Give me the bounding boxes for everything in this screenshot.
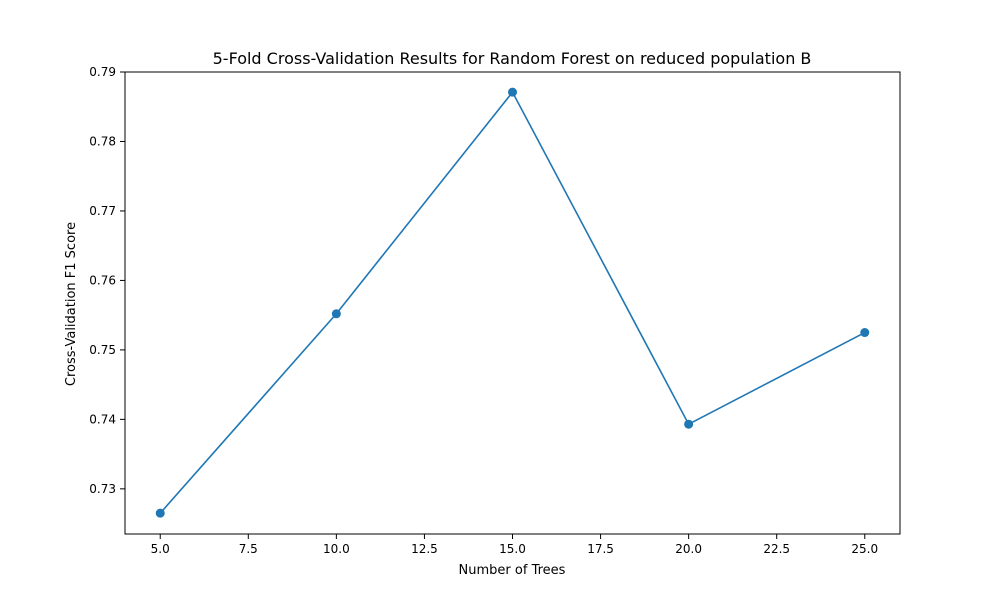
- y-tick-label: 0.75: [89, 343, 116, 357]
- data-point: [684, 419, 694, 429]
- data-point: [331, 309, 341, 319]
- x-tick-label: 7.5: [239, 542, 258, 556]
- x-tick-label: 15.0: [499, 542, 526, 556]
- y-tick-label: 0.73: [89, 482, 116, 496]
- x-tick-label: 25.0: [851, 542, 878, 556]
- chart-title: 5-Fold Cross-Validation Results for Rand…: [213, 49, 812, 68]
- y-tick-label: 0.77: [89, 204, 116, 218]
- x-axis-label: Number of Trees: [459, 563, 566, 578]
- x-tick-label: 22.5: [763, 542, 790, 556]
- data-point: [508, 87, 517, 97]
- plot-frame: [124, 71, 901, 535]
- x-tick-label: 5.0: [151, 542, 170, 556]
- x-tick-label: 12.5: [411, 542, 438, 556]
- data-point: [155, 508, 165, 518]
- y-tick-label: 0.79: [89, 65, 116, 79]
- x-tick-label: 10.0: [323, 542, 350, 556]
- y-tick-label: 0.76: [89, 273, 116, 287]
- y-tick-label: 0.74: [89, 412, 116, 426]
- x-tick-label: 20.0: [675, 542, 702, 556]
- series-line: [159, 90, 866, 514]
- data-point: [860, 328, 870, 338]
- y-tick-label: 0.78: [89, 134, 116, 148]
- y-axis-label: Cross-Validation F1 Score: [64, 222, 79, 386]
- x-tick-label: 17.5: [587, 542, 614, 556]
